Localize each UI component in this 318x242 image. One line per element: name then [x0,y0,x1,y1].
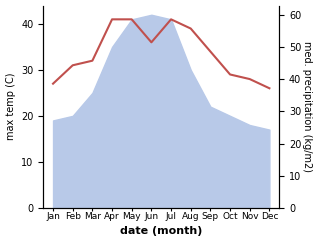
X-axis label: date (month): date (month) [120,227,203,236]
Y-axis label: med. precipitation (kg/m2): med. precipitation (kg/m2) [302,41,313,172]
Y-axis label: max temp (C): max temp (C) [5,73,16,140]
